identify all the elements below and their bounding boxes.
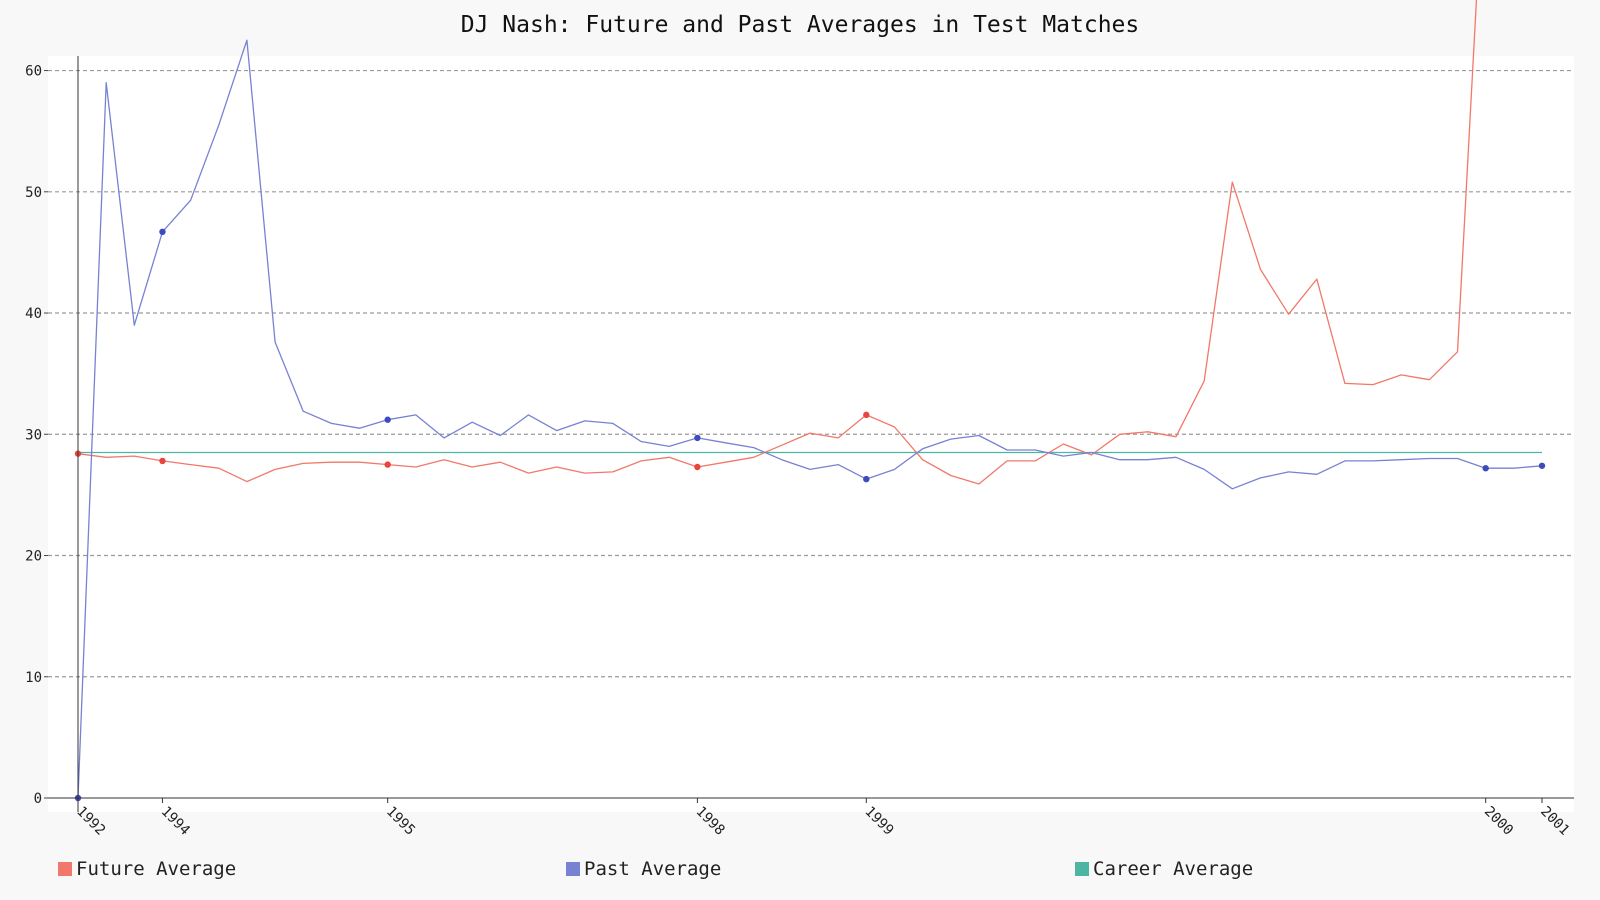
legend-item-future-average[interactable]: Future Average <box>58 858 236 880</box>
legend-item-career-average[interactable]: Career Average <box>1075 858 1253 880</box>
y-tick-label-60: 60 <box>25 64 42 80</box>
series-line-past-average <box>77 39 1543 799</box>
data-point-past-average-50 <box>1482 465 1489 472</box>
y-tick-label-50: 50 <box>25 185 42 201</box>
data-point-future-average-22 <box>694 463 701 471</box>
series-line-future-average <box>77 0 1478 485</box>
data-point-past-average-28 <box>863 475 870 483</box>
data-point-past-average-3 <box>159 228 166 236</box>
data-point-future-average-28 <box>863 411 870 419</box>
chart-title: DJ Nash: Future and Past Averages in Tes… <box>460 12 1140 38</box>
legend-swatch-future-average <box>58 862 72 876</box>
legend-label-career-average: Career Average <box>1093 858 1254 880</box>
data-point-past-average-52 <box>1538 462 1546 469</box>
y-tick-label-10: 10 <box>25 670 42 686</box>
series-lines <box>74 0 1546 802</box>
y-tick-label-40: 40 <box>25 306 42 322</box>
axes <box>48 56 1574 812</box>
legend-item-past-average[interactable]: Past Average <box>566 858 721 880</box>
legend-label-future-average: Future Average <box>76 858 237 880</box>
y-tick-label-0: 0 <box>34 791 42 807</box>
data-point-future-average-3 <box>159 457 166 465</box>
y-tick-label-30: 30 <box>25 427 42 443</box>
data-point-past-average-11 <box>384 416 391 423</box>
data-point-future-average-11 <box>384 461 391 468</box>
data-point-past-average-22 <box>694 434 701 442</box>
gridlines <box>44 69 1574 799</box>
legend-swatch-past-average <box>566 862 580 876</box>
y-tick-label-20: 20 <box>25 549 42 565</box>
legend-label-past-average: Past Average <box>584 858 722 880</box>
legend-swatch-career-average <box>1075 862 1089 876</box>
